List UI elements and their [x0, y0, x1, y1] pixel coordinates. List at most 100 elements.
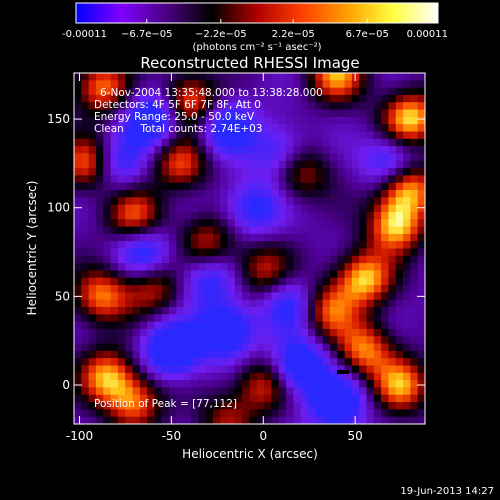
heatmap-cell: [74, 372, 82, 381]
heatmap-cell: [220, 87, 229, 96]
heatmap-cell: [308, 241, 316, 250]
heatmap-cell: [293, 285, 302, 293]
heatmap-cell: [161, 263, 170, 272]
heatmap-cell: [110, 380, 119, 389]
heatmap-cell: [417, 233, 425, 242]
heatmap-cell: [110, 372, 119, 381]
heatmap-cell: [227, 102, 236, 111]
heatmap-cell: [191, 138, 199, 147]
heatmap-cell: [403, 241, 411, 250]
heatmap-cell: [373, 80, 382, 89]
heatmap-cell: [74, 270, 82, 279]
heatmap-cell: [373, 255, 382, 264]
heatmap-cell: [315, 270, 324, 279]
heatmap-cell: [359, 80, 368, 89]
heatmap-cell: [351, 307, 360, 315]
heatmap-cell: [117, 255, 126, 264]
heatmap-cell: [154, 292, 163, 301]
heatmap-cell: [308, 233, 316, 242]
heatmap-cell: [271, 124, 280, 133]
heatmap-cell: [300, 153, 309, 162]
heatmap-cell: [271, 321, 280, 330]
heatmap-cell: [351, 350, 360, 359]
heatmap-cell: [351, 94, 360, 103]
heatmap-cell: [417, 175, 425, 184]
heatmap-cell: [74, 160, 82, 169]
heatmap-cell: [176, 226, 185, 235]
heatmap-cell: [125, 219, 134, 228]
heatmap-cell: [103, 248, 112, 257]
heatmap-cell: [125, 270, 134, 279]
heatmap-cell: [242, 87, 251, 96]
heatmap-cell: [139, 168, 148, 176]
heatmap-cell: [322, 109, 331, 118]
heatmap-cell: [249, 394, 258, 403]
heatmap-cell: [315, 277, 324, 286]
heatmap-cell: [381, 124, 390, 133]
heatmap-cell: [249, 197, 258, 206]
heatmap-cell: [169, 365, 177, 374]
heatmap-cell: [139, 219, 148, 228]
heatmap-cell: [147, 358, 156, 367]
heatmap-cell: [117, 124, 126, 133]
heatmap-cell: [271, 299, 280, 308]
heatmap-cell: [410, 146, 419, 155]
heatmap-cell: [110, 277, 119, 286]
heatmap-cell: [161, 226, 170, 235]
heatmap-cell: [220, 336, 229, 345]
heatmap-cell: [242, 116, 251, 125]
heatmap-cell: [300, 124, 309, 133]
heatmap-cell: [132, 307, 141, 315]
heatmap-cell: [315, 182, 324, 191]
heatmap-cell: [278, 160, 287, 169]
heatmap-cell: [147, 153, 156, 162]
heatmap-cell: [176, 241, 185, 250]
heatmap-cell: [388, 285, 397, 293]
heatmap-cell: [249, 124, 258, 133]
heatmap-cell: [154, 131, 163, 140]
heatmap-cell: [381, 307, 390, 315]
heatmap-cell: [366, 138, 375, 147]
heatmap-cell: [117, 102, 126, 111]
heatmap-cell: [256, 219, 265, 228]
heatmap-cell: [417, 350, 425, 359]
heatmap-cell: [212, 175, 221, 184]
heatmap-cell: [176, 87, 185, 96]
heatmap-cell: [205, 365, 214, 374]
heatmap-cell: [125, 233, 134, 242]
heatmap-cell: [74, 285, 82, 293]
heatmap-cell: [300, 219, 309, 228]
heatmap-cell: [205, 190, 214, 198]
heatmap-cell: [329, 314, 338, 323]
heatmap-cell: [381, 146, 390, 155]
heatmap-cell: [300, 160, 309, 169]
heatmap-cell: [74, 402, 82, 410]
heatmap-cell: [293, 138, 302, 147]
heatmap-cell: [205, 380, 214, 389]
heatmap-cell: [205, 219, 214, 228]
heatmap-cell: [293, 380, 302, 389]
heatmap-cell: [300, 241, 309, 250]
heatmap-cell: [88, 160, 97, 169]
heatmap-cell: [191, 124, 199, 133]
heatmap-cell: [329, 102, 338, 111]
heatmap-cell: [110, 219, 119, 228]
heatmap-cell: [81, 328, 90, 337]
heatmap-cell: [205, 138, 214, 147]
heatmap-cell: [351, 394, 360, 403]
heatmap-cell: [125, 350, 134, 359]
heatmap-cell: [117, 350, 126, 359]
heatmap-cell: [300, 102, 309, 111]
heatmap-cell: [205, 321, 214, 330]
heatmap-cell: [110, 307, 119, 315]
heatmap-cell: [198, 328, 207, 337]
heatmap-cell: [315, 233, 324, 242]
heatmap-cell: [373, 124, 382, 133]
heatmap-cell: [344, 160, 353, 169]
heatmap-cell: [81, 314, 90, 323]
heatmap-cell: [191, 387, 199, 396]
heatmap-cell: [403, 116, 411, 125]
chart-title: Reconstructed RHESSI Image: [140, 54, 359, 72]
heatmap-cell: [286, 219, 294, 228]
heatmap-cell: [234, 153, 243, 162]
